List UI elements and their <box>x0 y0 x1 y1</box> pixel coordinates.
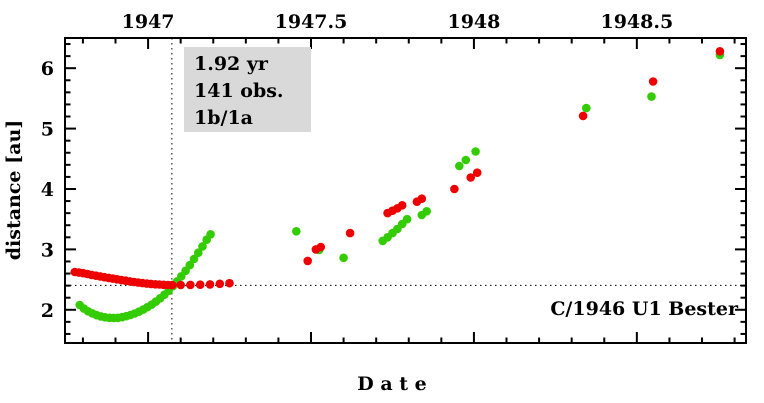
y-tick-label: 6 <box>41 58 54 80</box>
data-point-red <box>450 184 459 194</box>
data-point-green <box>455 161 464 171</box>
y-axis-title: distance [au] <box>3 120 25 260</box>
annotation-box <box>184 47 311 132</box>
annotation-line-1: 1.92 yr <box>194 53 269 75</box>
x-tick-label: 1948 <box>447 11 500 33</box>
data-point-green <box>198 242 207 251</box>
crosshair-lines <box>65 38 746 343</box>
x-tick-label: 1948.5 <box>600 11 673 33</box>
data-point-red <box>466 173 476 182</box>
data-point-green <box>402 214 412 224</box>
data-point-red <box>215 279 225 289</box>
data-point-green <box>185 260 195 270</box>
plot-frame <box>64 37 747 344</box>
axis-tick-labels: 1947 1947.5 1948 1948.5 2 3 4 5 6 <box>41 11 673 322</box>
data-point-green <box>206 230 215 239</box>
data-point-red <box>195 280 205 290</box>
data-point-green <box>471 147 480 156</box>
data-point-green <box>194 248 203 257</box>
data-point-red <box>205 280 215 289</box>
data-point-red <box>472 168 482 177</box>
data-point-red <box>303 256 313 266</box>
data-point-red <box>186 280 195 290</box>
x-tick-label: 1947 <box>122 11 175 33</box>
data-point-green <box>422 207 432 216</box>
data-point-green <box>647 92 656 101</box>
data-point-green <box>582 103 591 113</box>
data-point-red <box>578 111 588 121</box>
data-point-red <box>167 280 177 290</box>
data-point-red <box>417 194 427 203</box>
data-point-red <box>397 201 407 210</box>
data-points <box>70 47 725 323</box>
y-tick-label: 5 <box>41 119 54 141</box>
x-tick-label: 1947.5 <box>275 11 348 33</box>
axis-ticks <box>65 38 746 343</box>
data-point-red <box>345 228 355 238</box>
data-point-red <box>715 47 725 56</box>
y-tick-label: 4 <box>41 179 54 201</box>
annotation-line-3: 1b/1a <box>194 107 253 129</box>
x-axis-title: D a t e <box>357 373 427 395</box>
data-point-green <box>339 253 348 263</box>
y-tick-label: 2 <box>41 300 54 322</box>
object-name-label: C/1946 U1 Bester <box>550 298 739 320</box>
data-point-green <box>189 254 199 264</box>
data-point-green <box>461 155 471 165</box>
y-tick-label: 3 <box>41 239 54 261</box>
data-point-red <box>176 280 185 290</box>
annotation-line-2: 141 obs. <box>194 80 284 102</box>
data-point-green <box>292 227 301 236</box>
data-point-red <box>316 242 326 252</box>
data-point-red <box>225 278 234 288</box>
data-point-red <box>648 77 658 86</box>
